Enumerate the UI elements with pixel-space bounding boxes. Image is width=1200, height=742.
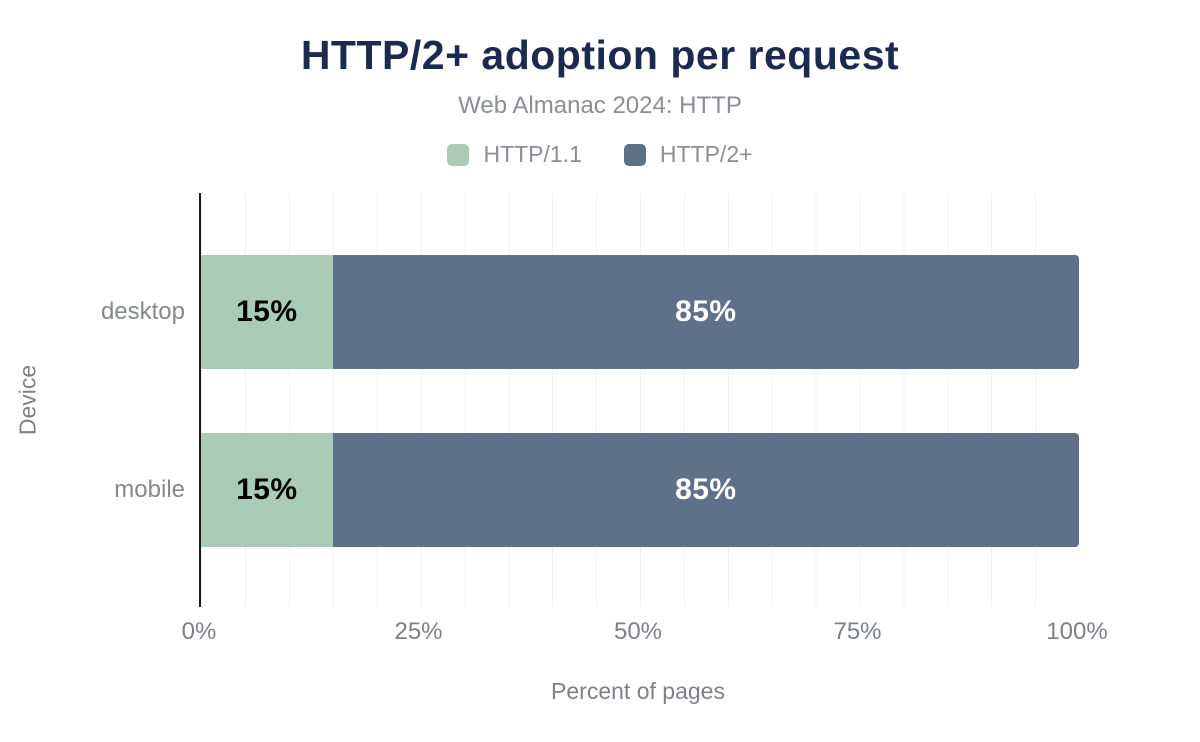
legend: HTTP/1.1 HTTP/2+: [0, 141, 1200, 168]
bar-mobile: 15% 85%: [201, 433, 1079, 547]
legend-label-http2plus: HTTP/2+: [659, 141, 753, 167]
data-label-mobile-http11: 15%: [236, 473, 298, 506]
plot-area: 15% 85% 15% 85%: [199, 193, 1079, 607]
bar-desktop-http2plus-segment[interactable]: 85%: [332, 255, 1079, 369]
legend-item-http11[interactable]: HTTP/1.1: [447, 141, 582, 168]
bar-desktop: 15% 85%: [201, 255, 1079, 369]
category-label-mobile: mobile: [114, 476, 185, 503]
category-label-desktop: desktop: [100, 298, 185, 325]
legend-swatch-http2plus-icon: [623, 143, 646, 166]
x-axis-title: Percent of pages: [551, 678, 725, 704]
legend-item-http2plus[interactable]: HTTP/2+: [623, 141, 753, 168]
x-tick-0: 0%: [181, 618, 217, 645]
x-tick-75: 75%: [833, 618, 882, 645]
data-label-desktop-http11: 15%: [236, 295, 298, 328]
legend-swatch-http11-icon: [447, 143, 470, 166]
data-label-desktop-http2plus: 85%: [675, 295, 737, 328]
x-tick-25: 25%: [394, 618, 443, 645]
x-tick-50: 50%: [613, 618, 663, 645]
legend-label-http11: HTTP/1.1: [483, 141, 582, 167]
y-axis-title: Device: [14, 364, 41, 436]
bar-mobile-http2plus-segment[interactable]: 85%: [332, 433, 1079, 547]
data-label-mobile-http2plus: 85%: [675, 473, 737, 506]
bar-mobile-http11-segment[interactable]: 15%: [201, 433, 333, 547]
x-tick-100: 100%: [1046, 618, 1108, 645]
bar-desktop-http11-segment[interactable]: 15%: [201, 255, 333, 369]
chart-title: HTTP/2+ adoption per request: [300, 32, 900, 78]
chart-subtitle: Web Almanac 2024: HTTP: [458, 92, 742, 119]
x-axis-ticks: 0% 25% 50% 75% 100%: [182, 618, 1108, 648]
